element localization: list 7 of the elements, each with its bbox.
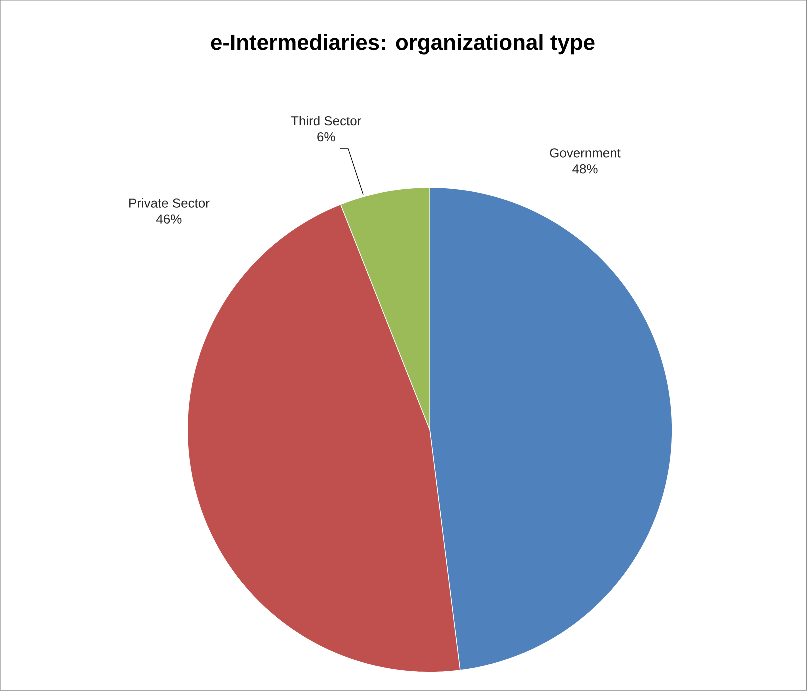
slice-label: Third Sector [291, 116, 362, 126]
data-label: 6% [318, 132, 336, 142]
data-label: 48% [572, 164, 598, 174]
data-label: 46% [156, 214, 182, 224]
slice-label: Government [550, 148, 621, 158]
chart-title: e-Intermediaries: organizational type [211, 34, 595, 55]
slice-label: Private Sector [130, 198, 210, 208]
